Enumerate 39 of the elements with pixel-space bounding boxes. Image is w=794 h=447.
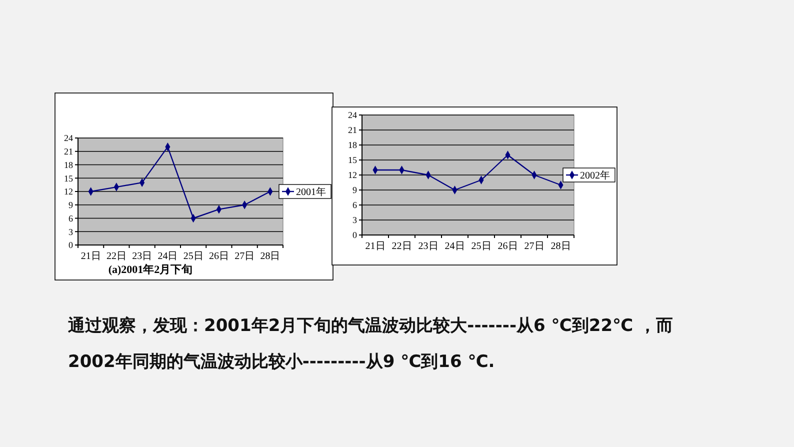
x-tick-label: 22日 xyxy=(392,241,412,252)
legend-label: 2001年 xyxy=(296,186,326,198)
x-tick-label: 27日 xyxy=(524,241,544,252)
y-tick-label: 6 xyxy=(352,200,358,210)
x-tick-label: 25日 xyxy=(183,251,204,262)
x-tick-label: 28日 xyxy=(260,251,280,262)
legend-label: 2002年 xyxy=(580,170,610,182)
y-tick-label: 24 xyxy=(348,110,358,120)
x-tick-label: 28日 xyxy=(550,241,571,252)
x-tick-label: 23日 xyxy=(132,251,152,262)
y-tick-label: 15 xyxy=(348,155,358,166)
y-tick-label: 18 xyxy=(348,140,358,150)
x-tick-label: 26日 xyxy=(498,241,518,252)
y-tick-label: 21 xyxy=(348,125,357,136)
y-tick-label: 9 xyxy=(352,185,358,196)
x-tick-label: 25日 xyxy=(471,241,492,252)
y-tick-label: 3 xyxy=(68,226,74,237)
x-axis-title: (a)2001年2月下旬 xyxy=(108,263,193,276)
x-tick-label: 26日 xyxy=(208,251,229,262)
y-tick-label: 12 xyxy=(64,186,73,197)
x-tick-label: 24日 xyxy=(158,251,178,262)
text: 2002年同期的气温波动比较小---------从9 ℃到16 ℃. xyxy=(68,352,495,372)
y-tick-label: 6 xyxy=(68,213,74,224)
y-tick-label: 0 xyxy=(352,230,358,240)
x-tick-label: 21日 xyxy=(80,251,101,262)
x-tick-label: 27日 xyxy=(234,251,255,262)
y-tick-label: 18 xyxy=(64,160,74,170)
x-tick-label: 23日 xyxy=(418,241,438,252)
y-tick-label: 0 xyxy=(68,240,74,250)
y-tick-label: 21 xyxy=(64,146,73,157)
x-tick-label: 24日 xyxy=(444,241,465,252)
text: 通过观察，发现：2001年2月下旬的气温波动比较大-------从6 ℃到22℃ ，而 xyxy=(67,316,674,336)
x-tick-label: 21日 xyxy=(365,241,386,252)
y-tick-label: 15 xyxy=(64,173,74,184)
y-tick-label: 12 xyxy=(348,170,357,180)
y-tick-label: 3 xyxy=(352,215,358,226)
y-tick-label: 24 xyxy=(64,133,74,144)
y-tick-label: 9 xyxy=(68,200,74,210)
x-tick-label: 22日 xyxy=(106,251,126,262)
